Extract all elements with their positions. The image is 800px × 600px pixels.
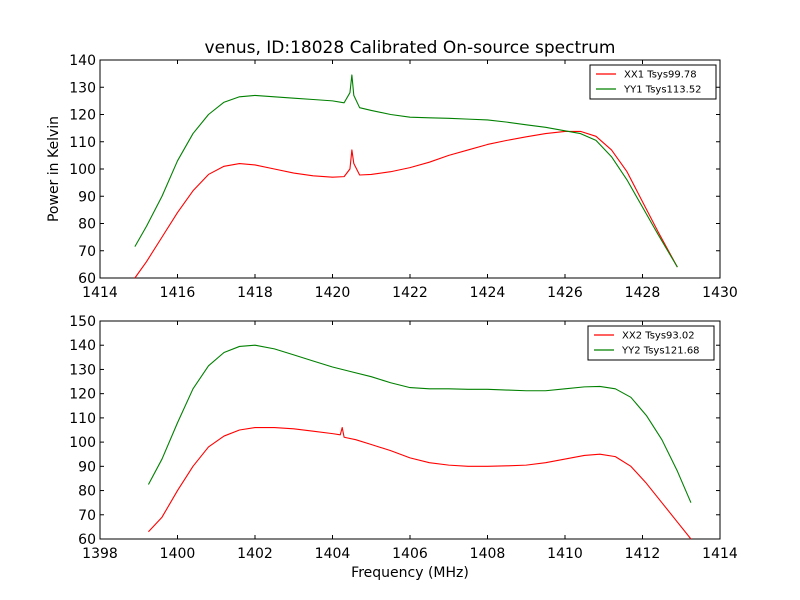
bottom-panel: 1398 1400 1402 1404 1406 1408 1410 1412 1414 60 70…	[69, 314, 738, 562]
chart-title: venus, ID:18028 Calibrated On-source spe…	[205, 38, 616, 58]
y-tick-label: 70	[78, 508, 96, 524]
x-tick-label: 1410	[547, 546, 583, 562]
y-tick-label: 60	[78, 271, 96, 287]
x-axis-label: Frequency (MHz)	[351, 565, 469, 581]
y-tick-label: 140	[69, 53, 96, 69]
x-tick-label: 1414	[82, 285, 118, 301]
x-tick-label: 1404	[315, 546, 351, 562]
x-tick-label: 1422	[392, 285, 428, 301]
y-tick-label: 90	[78, 189, 96, 205]
x-tick-label: 1420	[315, 285, 351, 301]
series-line-xx	[148, 427, 692, 540]
x-tick-label: 1430	[702, 285, 738, 301]
x-tick-label: 1424	[470, 285, 506, 301]
series-line-yy	[134, 74, 678, 268]
legend-label: YY1 Tsys113.52	[623, 85, 702, 96]
legend-frame	[589, 64, 717, 100]
y-tick-label: 130	[69, 80, 96, 96]
x-tick-label: 1400	[160, 546, 196, 562]
x-tick-label: 1398	[82, 546, 118, 562]
x-tick-label: 1406	[392, 546, 428, 562]
x-tick-label: 1408	[470, 546, 506, 562]
legend: XX2 Tsys93.02 YY2 Tsys121.68	[587, 325, 715, 361]
x-tick-label: 1426	[547, 285, 583, 301]
y-tick-label: 80	[78, 484, 96, 500]
y-tick-label: 60	[78, 532, 96, 548]
legend: XX1 Tsys99.78 YY1 Tsys113.52	[589, 64, 717, 100]
legend-frame	[587, 325, 715, 361]
y-tick-label: 150	[69, 314, 96, 330]
y-tick-label: 120	[69, 108, 96, 124]
x-tick-label: 1416	[160, 285, 196, 301]
y-tick-label: 120	[69, 387, 96, 403]
y-tick-label: 80	[78, 217, 96, 233]
legend-label: XX1 Tsys99.78	[624, 70, 697, 81]
y-tick-label: 90	[78, 459, 96, 475]
y-tick-label: 100	[69, 162, 96, 178]
y-tick-label: 110	[69, 411, 96, 427]
x-tick-label: 1418	[237, 285, 273, 301]
x-tick-label: 1412	[625, 546, 661, 562]
y-tick-label: 130	[69, 362, 96, 378]
x-tick-label: 1428	[625, 285, 661, 301]
y-axis-label: Power in Kelvin	[46, 116, 62, 222]
top-panel: 1414 1416 1418 1420 1422 1424 1426 1428 1430 60 70…	[69, 53, 738, 301]
y-tick-label: 100	[69, 435, 96, 451]
series-line-yy	[147, 344, 692, 503]
series-line-xx	[134, 130, 678, 279]
y-tick-label: 70	[78, 244, 96, 260]
legend-label: XX2 Tsys93.02	[622, 331, 695, 342]
legend-label: YY2 Tsys121.68	[621, 346, 700, 357]
y-tick-label: 140	[69, 338, 96, 354]
y-tick-label: 110	[69, 135, 96, 151]
x-tick-label: 1414	[702, 546, 738, 562]
x-tick-label: 1402	[237, 546, 273, 562]
